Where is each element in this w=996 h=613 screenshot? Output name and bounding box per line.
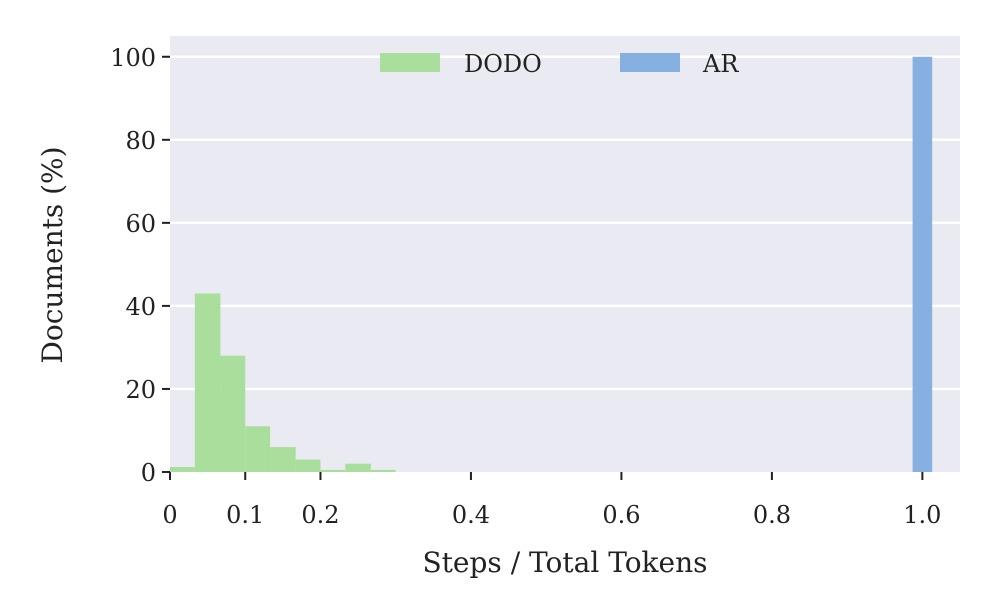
bar-dodo-7	[345, 463, 371, 472]
plot-background	[170, 36, 960, 472]
grid-lines	[170, 55, 960, 391]
y-tick-label-4: 80	[125, 127, 156, 155]
y-tick-label-5: 100	[110, 44, 156, 72]
x-tick-label-6: 1.0	[903, 501, 941, 529]
y-axis-label: Documents (%)	[36, 146, 69, 363]
y-tick-label-3: 60	[125, 210, 156, 238]
x-tick-label-4: 0.6	[602, 501, 640, 529]
y-tick-label-1: 20	[125, 376, 156, 404]
y-tick-label-0: 0	[141, 459, 156, 487]
x-tick-label-2: 0.2	[301, 501, 339, 529]
bar-dodo-0	[170, 467, 195, 472]
legend-swatch-dodo	[380, 53, 440, 72]
x-tick-label-5: 0.8	[753, 501, 791, 529]
bar-dodo-6	[320, 469, 346, 472]
bar-dodo-3	[245, 426, 271, 472]
legend: DODO AR	[380, 50, 739, 78]
bar-dodo-5	[295, 459, 321, 472]
bar-dodo-4	[270, 447, 296, 472]
y-tick-label-2: 40	[125, 293, 156, 321]
bar-dodo-1	[194, 293, 221, 472]
x-tick-label-1: 0.1	[226, 501, 264, 529]
legend-swatch-ar	[620, 53, 680, 72]
x-tick-label-3: 0.4	[452, 501, 490, 529]
axes: 0 20 40 60 80 100 0 0.1 0.2 0.4 0.6 0.8 1.0	[110, 44, 941, 529]
bar-dodo-8	[370, 469, 396, 472]
bar-dodo-2	[220, 355, 246, 472]
x-axis-label: Steps / Total Tokens	[423, 546, 708, 579]
legend-label-ar: AR	[702, 50, 739, 78]
x-tick-label-0: 0	[162, 501, 177, 529]
bar-ar-0	[912, 56, 933, 473]
histogram-bars	[170, 56, 933, 473]
legend-label-dodo: DODO	[464, 50, 542, 78]
